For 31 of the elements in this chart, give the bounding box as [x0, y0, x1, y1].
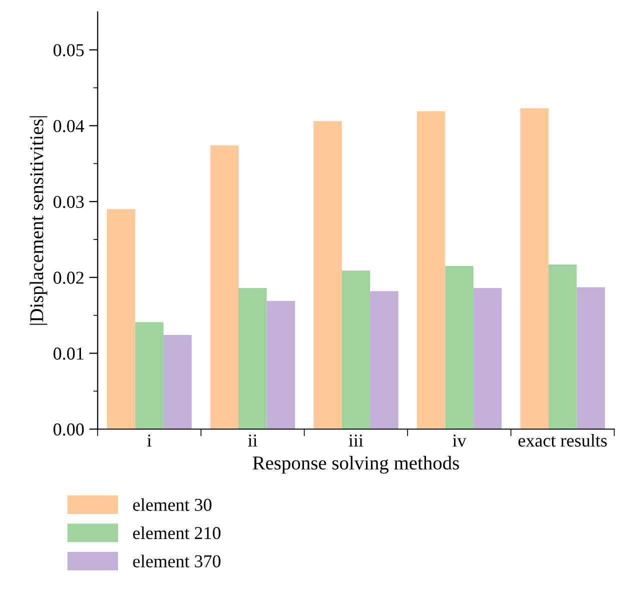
y-tick-label: 0.05 [54, 44, 84, 56]
bar [416, 111, 446, 430]
y-tick-label: 0.04 [54, 120, 84, 132]
bar [106, 209, 136, 430]
bar [576, 287, 605, 430]
y-tick-label: 0.00 [54, 423, 84, 436]
legend-label: element 210 [133, 526, 220, 540]
x-tick-label: ii [248, 434, 258, 447]
x-axis-title: Response solving methods [252, 456, 459, 474]
bar [548, 264, 577, 430]
bar [342, 270, 370, 430]
bar [163, 335, 192, 430]
bar [238, 288, 267, 430]
bar [445, 266, 474, 430]
x-tick-label: i [147, 434, 152, 447]
y-tick-label: 0.01 [54, 348, 84, 360]
x-tick-label: iv [452, 434, 466, 447]
y-tick-label: 0.02 [54, 272, 84, 284]
bar [473, 288, 502, 430]
bar [370, 291, 398, 430]
bar [210, 145, 239, 430]
y-axis-title: |Displacement sensitivities| [30, 116, 48, 325]
y-tick-label: 0.03 [54, 196, 84, 208]
bar [266, 300, 295, 430]
bar [314, 121, 342, 430]
legend-label: element 30 [133, 498, 212, 511]
x-tick-label: iii [348, 434, 364, 447]
x-tick-label: exact results [518, 434, 607, 447]
bar [135, 322, 164, 430]
legend-label: element 370 [133, 554, 220, 568]
bar [520, 108, 548, 430]
